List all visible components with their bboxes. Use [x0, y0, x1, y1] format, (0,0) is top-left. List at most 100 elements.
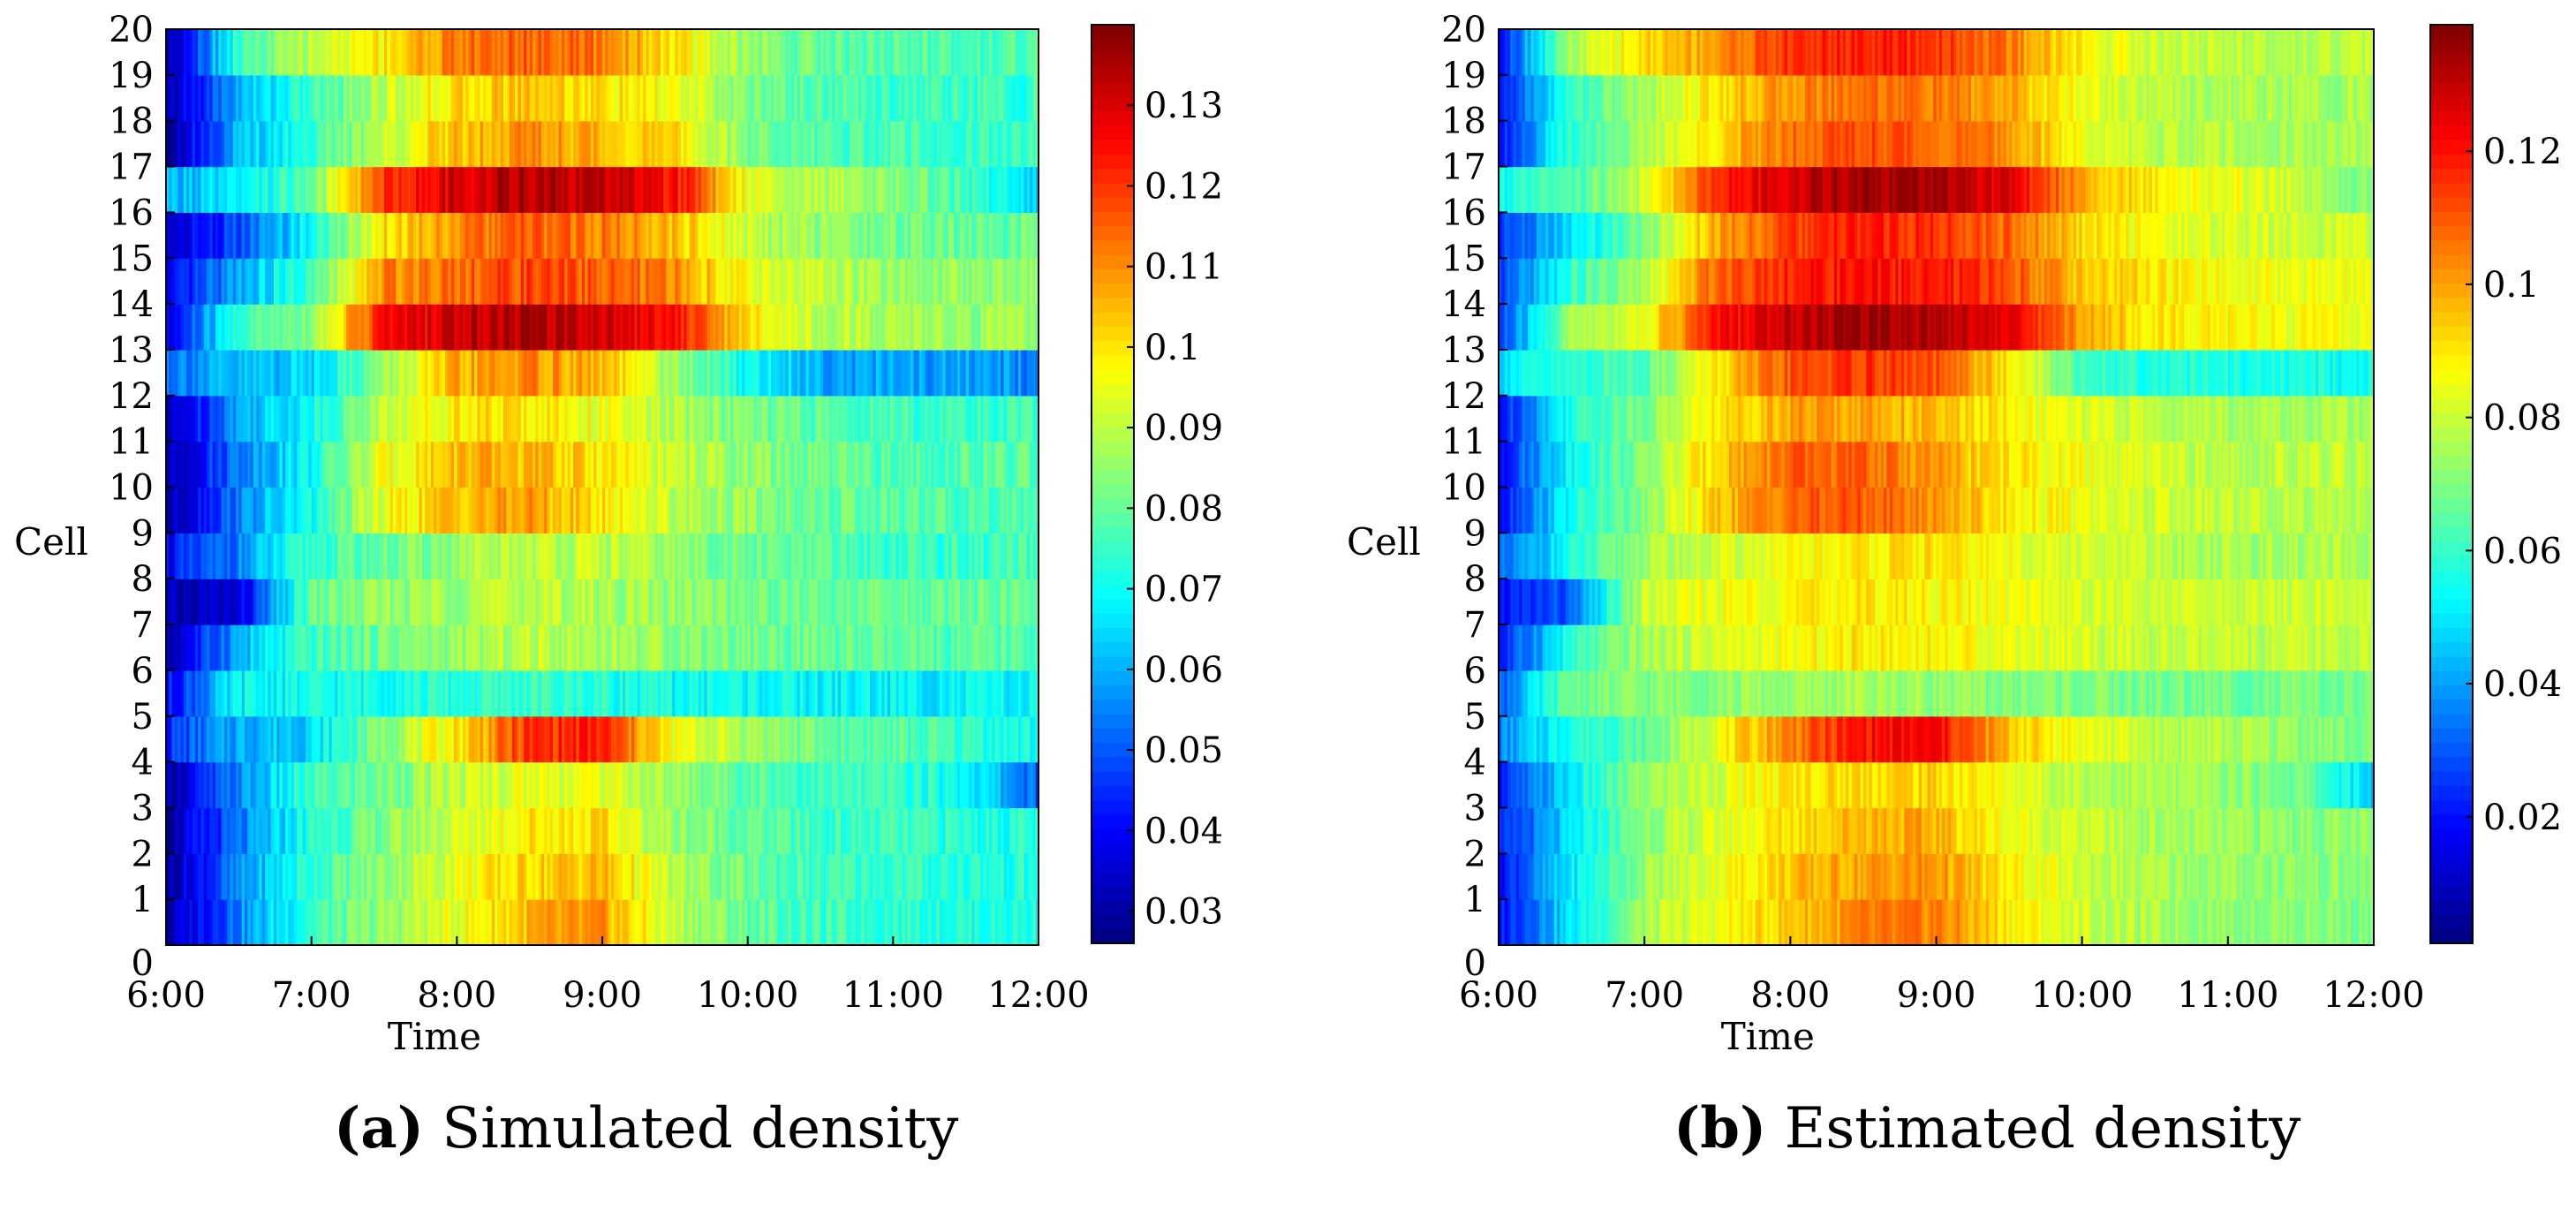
heat-cell: [192, 212, 196, 259]
heat-cell: [520, 579, 525, 625]
heat-cell: [544, 212, 548, 259]
heat-cell: [826, 395, 830, 443]
heat-cell: [410, 624, 414, 671]
heat-cell: [918, 487, 923, 533]
heat-cell: [765, 807, 769, 854]
heat-cell: [971, 670, 976, 717]
heat-cell: [200, 807, 205, 854]
heat-cell: [369, 395, 374, 443]
heat-cell: [698, 715, 702, 763]
heat-cell: [200, 715, 205, 763]
heat-cell: [457, 579, 461, 625]
heat-cell: [940, 533, 943, 579]
heat-cell: [236, 579, 239, 625]
heat-cell: [297, 670, 301, 717]
heat-cell: [363, 670, 367, 717]
heat-cell: [448, 715, 452, 763]
heat-cell: [823, 853, 827, 900]
heat-cell: [989, 761, 993, 809]
heat-cell: [861, 579, 865, 625]
heat-cell: [363, 395, 367, 443]
heat-cell: [506, 715, 510, 763]
heat-cell: [311, 212, 315, 259]
heat-cell: [535, 395, 540, 443]
heat-cell: [381, 579, 385, 625]
heat-cell: [306, 807, 309, 854]
heat-cell: [462, 899, 466, 946]
heat-cell: [1032, 670, 1037, 717]
heat-cell: [698, 670, 702, 717]
heat-cell: [544, 853, 548, 900]
heat-cell: [349, 670, 353, 717]
heat-cell: [797, 395, 801, 443]
heat-cell: [398, 853, 403, 900]
heat-cell: [884, 807, 888, 854]
heat-cell: [648, 258, 653, 305]
heat-cell: [585, 715, 589, 763]
heat-cell: [419, 441, 423, 488]
heat-cell: [570, 166, 574, 213]
heat-cell: [529, 761, 533, 809]
heat-cell: [945, 304, 949, 351]
heat-cell: [715, 670, 720, 717]
heat-cell: [893, 212, 897, 259]
heat-cell: [256, 899, 260, 946]
heat-cell: [189, 579, 193, 625]
heat-cell: [837, 487, 842, 533]
heat-cell: [963, 487, 967, 533]
heat-cell: [922, 212, 926, 259]
heat-cell: [389, 349, 394, 397]
heat-cell: [695, 670, 699, 717]
heat-cell: [765, 349, 769, 397]
heat-cell: [547, 166, 551, 213]
heat-cell: [968, 715, 972, 763]
heat-cell: [954, 441, 958, 488]
heat-cell: [893, 670, 897, 717]
heat-cell: [279, 258, 283, 305]
heat-cell: [686, 715, 691, 763]
heat-cell: [375, 487, 380, 533]
heat-cell: [436, 304, 441, 351]
heat-cell: [875, 533, 880, 579]
heat-cell: [468, 715, 472, 763]
heat-cell: [317, 579, 321, 625]
heat-cell: [241, 761, 246, 809]
heat-cell: [869, 212, 873, 259]
heat-cell: [631, 166, 635, 213]
heat-cell: [956, 579, 961, 625]
heat-cell: [672, 166, 676, 213]
heat-cell: [913, 441, 918, 488]
heat-cell: [322, 853, 327, 900]
heat-cell: [1017, 258, 1022, 305]
heat-cell: [675, 304, 679, 351]
heat-cell: [218, 579, 223, 625]
heat-cell: [986, 807, 990, 854]
heat-cell: [713, 395, 717, 443]
heat-cell: [331, 761, 336, 809]
heat-cell: [733, 899, 737, 946]
heat-cell: [183, 304, 187, 351]
heat-cell: [637, 715, 641, 763]
heat-cell: [625, 670, 630, 717]
heat-cell: [866, 533, 871, 579]
heat-cell: [881, 212, 886, 259]
heat-cell: [881, 395, 886, 443]
heat-cell: [264, 853, 268, 900]
heat-cell: [989, 441, 993, 488]
heat-cell: [335, 166, 338, 213]
heat-cell: [826, 899, 830, 946]
heat-cell: [878, 853, 882, 900]
heat-cell: [538, 715, 542, 763]
heat-cell: [744, 533, 749, 579]
heat-cell: [174, 853, 178, 900]
heat-cell: [835, 304, 839, 351]
heat-cell: [433, 533, 437, 579]
heat-cell: [841, 807, 844, 854]
heat-cell: [700, 670, 705, 717]
heat-cell: [898, 670, 903, 717]
heat-cell: [264, 487, 268, 533]
heat-cell: [166, 212, 170, 259]
heat-cell: [215, 395, 219, 443]
heat-cell: [994, 441, 999, 488]
heat-cell: [884, 258, 888, 305]
